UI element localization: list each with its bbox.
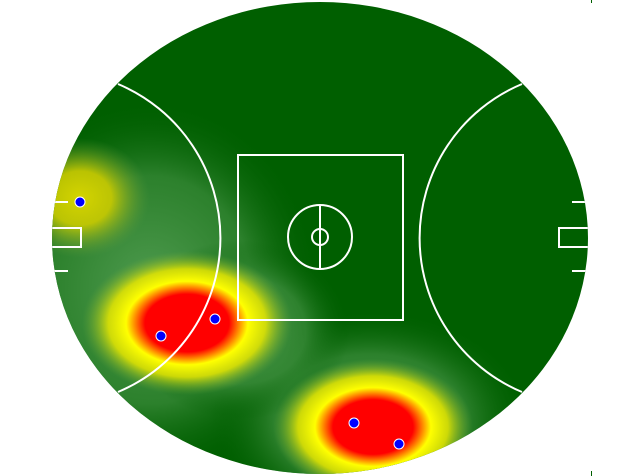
event-point — [155, 330, 167, 342]
event-point — [74, 196, 86, 208]
event-point — [209, 313, 221, 325]
left-50m-arc — [117, 83, 222, 393]
centre-square — [237, 154, 404, 321]
event-point — [393, 438, 405, 450]
event-points — [74, 196, 405, 450]
field-markings — [52, 83, 588, 393]
right-goal-square — [558, 227, 588, 248]
right-50m-arc — [418, 83, 523, 393]
event-point — [348, 417, 360, 429]
left-goal-square — [52, 227, 82, 248]
